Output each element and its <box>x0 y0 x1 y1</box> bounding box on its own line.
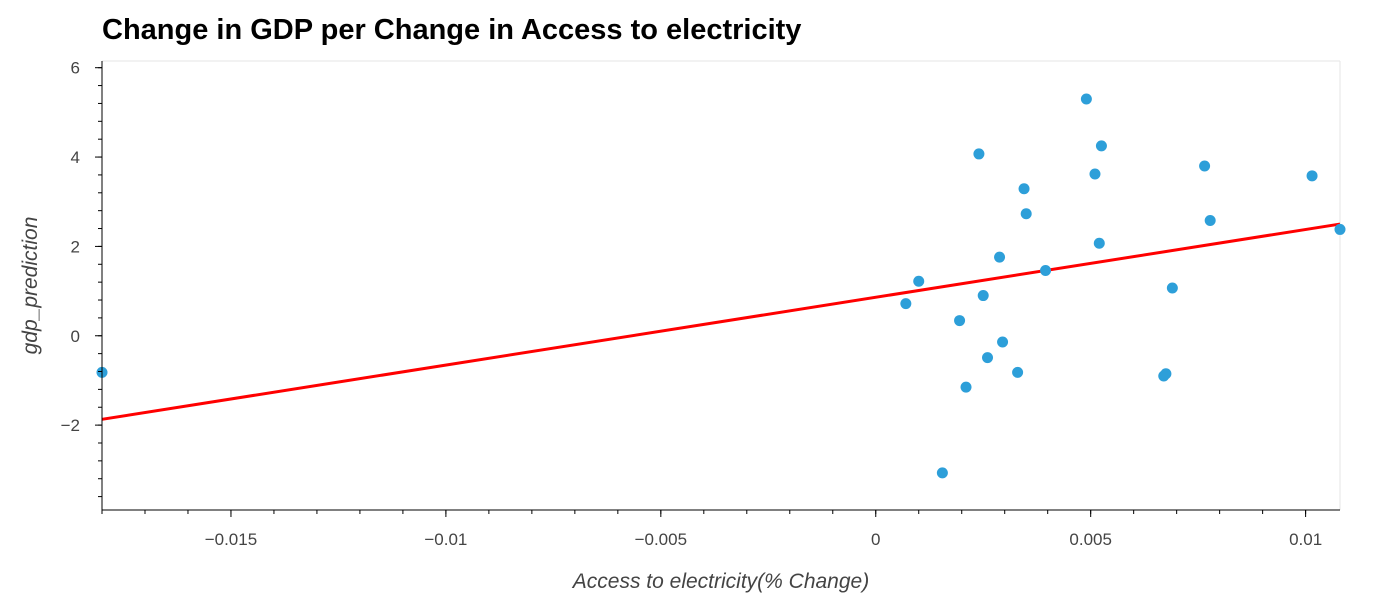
data-point <box>1089 168 1101 180</box>
data-point <box>1080 93 1092 105</box>
data-point <box>954 315 966 327</box>
data-point <box>1160 368 1172 380</box>
data-point <box>1093 237 1105 249</box>
data-point <box>1012 366 1024 378</box>
data-point <box>936 467 948 479</box>
data-point <box>994 251 1006 263</box>
data-point <box>982 352 994 364</box>
chart-title: Change in GDP per Change in Access to el… <box>102 14 802 46</box>
regression-line <box>101 222 1341 421</box>
data-point <box>1095 140 1107 152</box>
x-tick-label: 0.005 <box>1069 530 1112 549</box>
data-point <box>1020 208 1032 220</box>
data-point <box>977 290 989 302</box>
data-point <box>1199 160 1211 172</box>
data-point <box>997 336 1009 348</box>
x-tick-label: −0.005 <box>635 530 687 549</box>
data-point <box>1306 170 1318 182</box>
x-tick-label: −0.01 <box>424 530 467 549</box>
y-tick-label: 0 <box>71 327 80 346</box>
x-axis-label: Access to electricity(% Change) <box>571 570 869 593</box>
x-tick-label: −0.015 <box>205 530 257 549</box>
data-point <box>913 275 925 287</box>
data-point <box>1334 223 1346 235</box>
y-tick-label: 2 <box>71 237 80 256</box>
data-point <box>1204 214 1216 226</box>
data-point <box>1166 282 1178 294</box>
data-point <box>1018 183 1030 195</box>
x-tick-label: 0 <box>871 530 880 549</box>
y-axis-label: gdp_prediction <box>19 217 42 355</box>
data-point <box>960 381 972 393</box>
y-tick-label: −2 <box>61 416 80 435</box>
data-point <box>1040 265 1052 277</box>
data-point <box>900 298 912 310</box>
x-tick-label: 0.01 <box>1289 530 1322 549</box>
data-point <box>973 148 985 160</box>
y-tick-label: 4 <box>71 148 80 167</box>
y-tick-label: 6 <box>71 59 80 78</box>
